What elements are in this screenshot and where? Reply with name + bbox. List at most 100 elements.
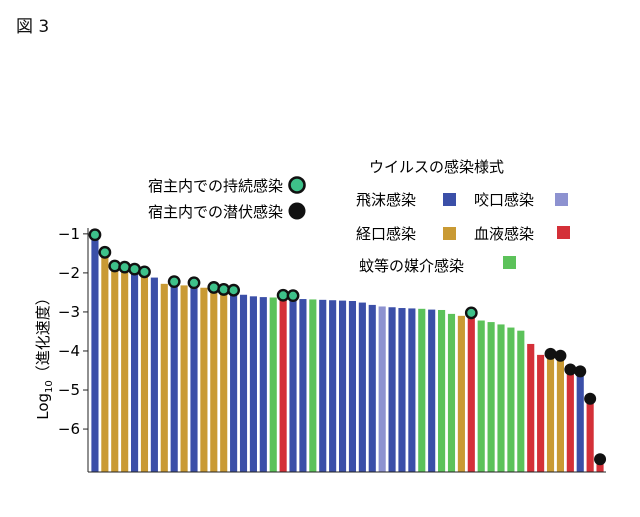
bar: [537, 354, 545, 472]
y-tick-label: −6: [58, 420, 80, 438]
bar: [576, 374, 584, 472]
bar: [527, 343, 535, 472]
bar: [190, 285, 198, 472]
bar: [220, 292, 228, 472]
legend-droplet-swatch: [443, 193, 456, 206]
bar: [101, 255, 109, 472]
bar: [279, 298, 287, 472]
persistent-infection-marker: [187, 276, 201, 290]
bar: [259, 297, 267, 472]
latent-infection-marker: [574, 365, 587, 378]
bar: [111, 268, 119, 472]
persistent-infection-marker: [286, 289, 300, 303]
latent-infection-marker: [554, 349, 567, 362]
bar: [586, 401, 594, 472]
y-tick-label: −1: [58, 225, 80, 243]
bar: [546, 356, 555, 472]
y-ticks: −1 −2 −3 −4 −5 −6: [58, 225, 88, 438]
legend-droplet-label: 飛沫感染: [356, 191, 416, 209]
bar: [368, 304, 376, 472]
bar: [358, 302, 366, 472]
persistent-infection-marker: [167, 275, 181, 289]
bar: [408, 308, 416, 472]
y-axis-label-main: Log: [34, 393, 52, 420]
persistent-infection-marker: [227, 283, 241, 297]
bar: [428, 309, 436, 472]
y-tick-label: −5: [58, 381, 80, 399]
legend-bite-swatch: [555, 193, 568, 206]
bar: [388, 307, 396, 472]
bar: [180, 285, 188, 472]
legend-persistent-label: 宿主内での持続感染: [148, 177, 283, 195]
legend-bite-label: 咬口感染: [474, 191, 534, 209]
bar: [249, 296, 257, 472]
persistent-infection-marker: [88, 228, 102, 242]
bar: [91, 237, 99, 472]
bar: [457, 315, 465, 472]
bar: [210, 290, 218, 472]
persistent-infection-marker: [464, 306, 478, 320]
marker-legend: 宿主内での持続感染 宿主内での潜伏感染: [148, 176, 306, 221]
route-legend: ウイルスの感染様式 飛沫感染 咬口感染 経口感染 血液感染 蚊等の媒介感染: [356, 158, 570, 275]
legend-blood-swatch: [557, 226, 570, 239]
markers-layer: [88, 228, 607, 466]
bar: [239, 294, 248, 472]
latent-infection-marker: [564, 363, 577, 376]
bar: [289, 298, 297, 472]
bar: [170, 284, 178, 472]
latent-infection-marker: [584, 392, 597, 405]
bar: [150, 277, 158, 472]
bar: [447, 313, 456, 472]
route-legend-title: ウイルスの感染様式: [369, 158, 504, 176]
legend-vector-swatch: [503, 256, 516, 269]
bar: [299, 299, 307, 472]
bar: [438, 309, 446, 472]
bar: [596, 462, 604, 472]
y-tick-label: −2: [58, 264, 80, 282]
bars-layer: [91, 237, 604, 472]
bar: [507, 327, 515, 472]
y-tick-label: −4: [58, 342, 80, 360]
legend-latent-label: 宿主内での潜伏感染: [148, 203, 283, 221]
figure-label: 図 3: [16, 17, 50, 37]
bar: [566, 372, 574, 472]
bar: [497, 324, 505, 472]
bar: [200, 287, 208, 472]
bar: [418, 308, 426, 472]
persistent-infection-marker: [98, 245, 112, 259]
latent-infection-marker: [544, 347, 557, 360]
bar: [230, 293, 238, 472]
bar: [269, 297, 277, 472]
bar: [378, 306, 386, 472]
persistent-infection-marker: [207, 281, 221, 294]
bar: [467, 315, 475, 472]
bar: [517, 330, 525, 472]
bar: [319, 299, 327, 472]
legend-blood-label: 血液感染: [474, 225, 534, 243]
legend-persistent-marker: [288, 176, 306, 194]
bar: [309, 299, 317, 472]
bar: [329, 300, 337, 472]
y-tick-label: −3: [58, 303, 80, 321]
bar: [160, 283, 168, 472]
bar: [398, 308, 406, 472]
persistent-infection-marker: [118, 260, 132, 274]
bar: [338, 300, 347, 472]
legend-oral-label: 経口感染: [356, 225, 416, 243]
y-axis-label: Log10（進化速度）: [34, 290, 55, 420]
persistent-infection-marker: [138, 265, 151, 279]
bar: [348, 301, 357, 472]
bar: [487, 322, 495, 472]
bar: [140, 274, 149, 472]
bar: [556, 358, 564, 472]
y-axis-label-rest: （進化速度）: [34, 290, 52, 380]
legend-oral-swatch: [443, 227, 456, 240]
legend-latent-marker: [288, 202, 306, 220]
bar: [121, 270, 129, 472]
latent-infection-marker: [594, 453, 607, 466]
bar: [477, 320, 485, 472]
legend-vector-label: 蚊等の媒介感染: [359, 257, 464, 275]
y-axis-label-sub: 10: [44, 380, 55, 393]
bar: [131, 272, 139, 472]
